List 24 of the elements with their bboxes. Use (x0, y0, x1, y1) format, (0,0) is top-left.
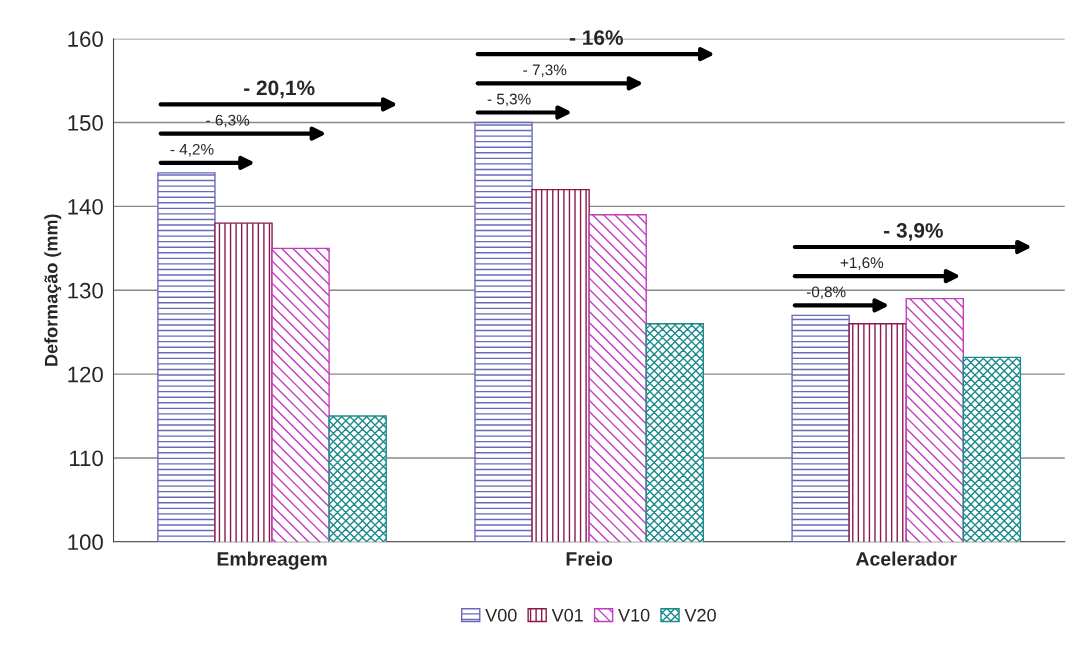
annotation: -0,8% (806, 286, 846, 300)
annotation: +1,6% (840, 257, 884, 270)
legend-label: V01 (551, 608, 583, 622)
y-tick-label: 140 (68, 198, 103, 215)
annotation: - 3,9% (884, 223, 943, 241)
legend-label: V10 (618, 608, 650, 622)
x-tick-label: Embreagem (217, 551, 327, 570)
annotation: - 6,3% (206, 114, 250, 128)
legend-label: V20 (684, 608, 716, 622)
annotation: - 16% (569, 30, 623, 45)
y-tick-label: 100 (68, 534, 103, 551)
annotation: - 20,1% (244, 80, 315, 99)
x-tick-label: Acelerador (855, 551, 957, 566)
y-tick-label: 120 (68, 366, 103, 383)
annotation: - 5,3% (487, 93, 531, 107)
annotation: - 7,3% (523, 64, 567, 78)
x-tick-label: Freio (566, 551, 613, 566)
y-axis-title: Deformação (mm) (44, 214, 62, 366)
y-tick-label: 130 (68, 282, 103, 299)
y-tick-label: 160 (68, 31, 103, 47)
y-tick-label: 150 (68, 115, 103, 131)
annotation: - 4,2% (170, 143, 214, 157)
legend-label: V00 (485, 608, 517, 622)
y-tick-label: 110 (70, 450, 103, 467)
